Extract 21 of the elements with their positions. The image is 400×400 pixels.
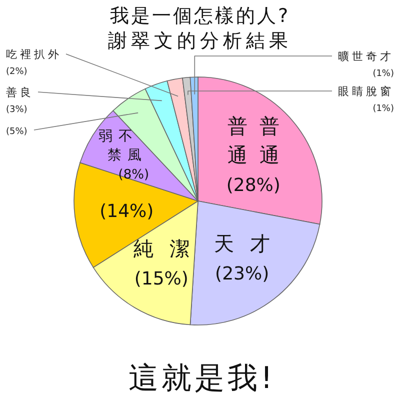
data-label: (15%) [134, 268, 188, 290]
slice-label: 曠世奇才 [338, 50, 394, 63]
data-label: (1%) [372, 69, 394, 79]
chart-subtitle: 謝翠文的分析結果 [108, 30, 292, 52]
data-label: (23%) [215, 263, 270, 284]
data-label: (2%) [6, 67, 28, 77]
slice-label: 眼睛脫窗 [338, 85, 394, 98]
slice-label: 吃裡扒外 [6, 48, 62, 61]
data-label: (1%) [372, 104, 394, 114]
slice-label: 普普通通 [227, 114, 292, 168]
data-label: (28%) [226, 175, 280, 196]
slice-label: 善良 [6, 86, 34, 99]
data-label: (5%) [6, 127, 28, 137]
slice-label: 弱不禁風 [98, 128, 148, 164]
data-label: (3%) [6, 105, 28, 115]
text: 這就是我! [128, 361, 276, 396]
slice-label: 純潔 [133, 236, 206, 260]
data-label: (14%) [100, 201, 154, 222]
slice-label: 天才 [214, 231, 286, 256]
data-label: (8%) [118, 167, 150, 182]
chart-title: 我是一個怎樣的人? [110, 5, 290, 27]
